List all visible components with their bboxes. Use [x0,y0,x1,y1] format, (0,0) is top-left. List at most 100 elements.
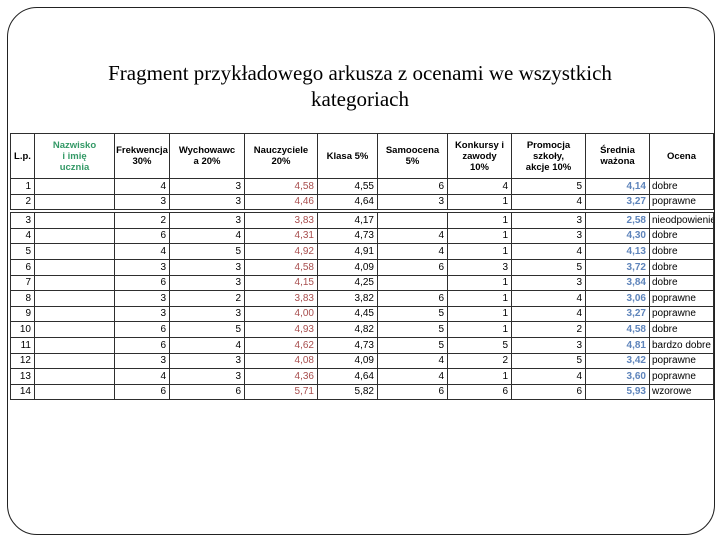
cell-nauczyciele: 3,83 [244,290,318,307]
table-row: 5 4 5 4,92 4,91 4 1 4 4,13 dobre [10,243,714,260]
cell-samoocena: 6 [377,383,448,401]
cell-promocja: 4 [511,243,586,260]
cell-frekwencja: 3 [114,193,170,211]
table-row: 3 2 3 3,83 4,17 1 3 2,58 nieodpowienie [10,212,714,229]
slide-title: Fragment przykładowego arkusza z ocenami… [108,61,612,111]
cell-klasa: 4,82 [317,321,378,338]
cell-lp: 11 [10,336,35,354]
cell-samoocena: 6 [377,258,448,276]
cell-samoocena: 5 [377,321,448,338]
cell-samoocena: 5 [377,336,448,354]
cell-promocja: 3 [511,336,586,354]
cell-konkursy: 1 [447,321,512,338]
cell-nauczyciele: 4,58 [244,258,318,276]
cell-konkursy: 2 [447,352,512,370]
cell-frekwencja: 4 [114,243,170,260]
cell-klasa: 4,45 [317,305,378,323]
cell-srednia: 3,42 [585,352,650,370]
cell-name [34,193,115,211]
cell-srednia: 4,13 [585,243,650,260]
cell-name [34,243,115,260]
col-header-name: Nazwisko i imię ucznia [34,133,115,179]
cell-lp: 2 [10,193,35,211]
cell-ocena: dobre [649,178,714,195]
grades-table-area: L.p. Nazwisko i imię ucznia Frekwencja 30%… [10,133,714,401]
cell-name [34,368,115,385]
cell-name [34,336,115,354]
cell-klasa: 4,17 [317,212,378,229]
cell-srednia: 3,06 [585,290,650,307]
cell-nauczyciele: 4,58 [244,178,318,195]
cell-promocja: 4 [511,290,586,307]
header-row: L.p. Nazwisko i imię ucznia Frekwencja 30%… [10,133,714,179]
cell-samoocena: 3 [377,193,448,211]
cell-name [34,258,115,276]
table-row: 9 3 3 4,00 4,45 5 1 4 3,27 poprawne [10,305,714,323]
cell-srednia: 3,27 [585,193,650,211]
table-row: 7 6 3 4,15 4,25 1 3 3,84 dobre [10,274,714,292]
cell-klasa: 3,82 [317,290,378,307]
cell-lp: 6 [10,258,35,276]
cell-wychowawca: 3 [169,258,245,276]
cell-promocja: 5 [511,178,586,195]
cell-klasa: 4,09 [317,258,378,276]
cell-samoocena: 4 [377,352,448,370]
cell-frekwencja: 3 [114,305,170,323]
cell-frekwencja: 6 [114,274,170,292]
cell-klasa: 4,55 [317,178,378,195]
cell-ocena: dobre [649,274,714,292]
cell-wychowawca: 3 [169,212,245,229]
cell-samoocena [377,274,448,292]
cell-ocena: bardzo dobre [649,336,714,354]
col-header-lp: L.p. [10,133,35,179]
cell-promocja: 3 [511,212,586,229]
cell-klasa: 4,09 [317,352,378,370]
cell-lp: 7 [10,274,35,292]
table-row: 11 6 4 4,62 4,73 5 5 3 4,81 bardzo dobre [10,336,714,354]
cell-lp: 9 [10,305,35,323]
cell-konkursy: 6 [447,383,512,401]
cell-frekwencja: 6 [114,383,170,401]
cell-nauczyciele: 4,92 [244,243,318,260]
cell-frekwencja: 3 [114,352,170,370]
cell-konkursy: 5 [447,336,512,354]
cell-konkursy: 1 [447,193,512,211]
cell-samoocena: 5 [377,305,448,323]
cell-konkursy: 1 [447,290,512,307]
cell-promocja: 5 [511,258,586,276]
cell-ocena: wzorowe [649,383,714,401]
table-row: 8 3 2 3,83 3,82 6 1 4 3,06 poprawne [10,290,714,307]
cell-konkursy: 1 [447,274,512,292]
cell-wychowawca: 5 [169,243,245,260]
cell-lp: 5 [10,243,35,260]
table-row: 13 4 3 4,36 4,64 4 1 4 3,60 poprawne [10,368,714,385]
cell-name [34,352,115,370]
cell-lp: 13 [10,368,35,385]
cell-frekwencja: 6 [114,321,170,338]
cell-klasa: 5,82 [317,383,378,401]
cell-wychowawca: 6 [169,383,245,401]
cell-promocja: 4 [511,193,586,211]
cell-konkursy: 3 [447,258,512,276]
cell-ocena: poprawne [649,305,714,323]
cell-klasa: 4,25 [317,274,378,292]
col-header-wychowawca: Wychowawc a 20% [169,133,245,179]
cell-frekwencja: 4 [114,178,170,195]
cell-wychowawca: 3 [169,193,245,211]
cell-nauczyciele: 5,71 [244,383,318,401]
cell-nauczyciele: 4,36 [244,368,318,385]
cell-promocja: 3 [511,274,586,292]
cell-srednia: 4,30 [585,227,650,245]
cell-samoocena [377,212,448,229]
cell-frekwencja: 2 [114,212,170,229]
cell-promocja: 2 [511,321,586,338]
cell-frekwencja: 3 [114,258,170,276]
cell-wychowawca: 4 [169,336,245,354]
cell-konkursy: 1 [447,227,512,245]
cell-ocena: dobre [649,258,714,276]
cell-name [34,321,115,338]
cell-promocja: 6 [511,383,586,401]
cell-name [34,227,115,245]
cell-klasa: 4,73 [317,336,378,354]
cell-ocena: poprawne [649,290,714,307]
